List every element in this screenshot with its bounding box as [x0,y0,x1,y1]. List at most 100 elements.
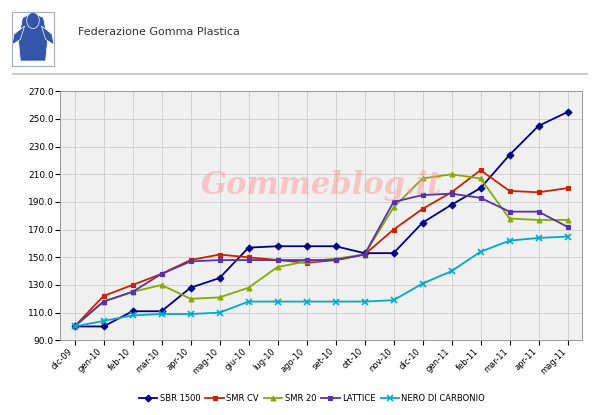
SMR 20 [332,256,339,261]
LATTICE [564,225,571,229]
LATTICE [477,195,484,200]
LATTICE [71,324,78,329]
NERO DI CARBONIO [332,299,339,304]
SBR 1500 [390,251,397,256]
LATTICE [390,200,397,205]
LATTICE [332,258,339,263]
SMR 20 [71,324,78,329]
LATTICE [216,258,223,263]
SBR 1500 [216,276,223,281]
SBR 1500 [303,244,310,249]
SMR CV [361,252,368,257]
LATTICE [158,271,165,276]
NERO DI CARBONIO [448,269,455,273]
LATTICE [303,258,310,263]
SMR 20 [564,217,571,222]
LATTICE [506,209,513,214]
NERO DI CARBONIO [419,281,426,286]
SBR 1500 [100,324,107,329]
SMR CV [100,293,107,298]
NERO DI CARBONIO [187,312,194,317]
NERO DI CARBONIO [216,310,223,315]
SMR CV [477,168,484,173]
SBR 1500 [158,309,165,314]
Text: Gommeblog.it: Gommeblog.it [200,171,442,201]
SMR CV [419,206,426,211]
SMR CV [245,255,252,260]
SMR 20 [129,289,136,294]
SBR 1500 [448,202,455,207]
NERO DI CARBONIO [506,238,513,243]
Line: SMR 20: SMR 20 [72,172,570,329]
NERO DI CARBONIO [535,235,542,240]
SBR 1500 [506,152,513,157]
SBR 1500 [477,186,484,190]
SBR 1500 [419,220,426,225]
LATTICE [361,252,368,257]
NERO DI CARBONIO [129,313,136,318]
SMR 20 [303,259,310,264]
Circle shape [27,12,40,29]
LATTICE [419,193,426,198]
SMR 20 [245,285,252,290]
SMR 20 [506,216,513,221]
Line: LATTICE: LATTICE [72,191,570,329]
SMR 20 [419,176,426,181]
LATTICE [448,191,455,196]
SMR CV [187,258,194,263]
Line: NERO DI CARBONIO: NERO DI CARBONIO [71,233,571,330]
SMR CV [535,190,542,195]
SBR 1500 [332,244,339,249]
SMR CV [274,258,281,263]
NERO DI CARBONIO [477,249,484,254]
Polygon shape [41,26,54,45]
NERO DI CARBONIO [100,318,107,323]
NERO DI CARBONIO [303,299,310,304]
NERO DI CARBONIO [390,298,397,303]
SMR CV [158,271,165,276]
NERO DI CARBONIO [158,312,165,317]
LATTICE [129,289,136,294]
SBR 1500 [71,324,78,329]
SMR CV [303,260,310,265]
SMR 20 [216,295,223,300]
SMR 20 [187,296,194,301]
LATTICE [245,258,252,263]
LATTICE [100,299,107,304]
SMR 20 [361,252,368,257]
SMR CV [390,227,397,232]
NERO DI CARBONIO [71,324,78,329]
Polygon shape [12,26,25,45]
LATTICE [274,258,281,263]
NERO DI CARBONIO [274,299,281,304]
SBR 1500 [187,285,194,290]
Polygon shape [19,12,48,61]
NERO DI CARBONIO [564,234,571,239]
NERO DI CARBONIO [361,299,368,304]
SBR 1500 [361,251,368,256]
SMR 20 [158,283,165,288]
SMR CV [506,188,513,193]
SMR CV [216,252,223,257]
SMR 20 [448,172,455,177]
SBR 1500 [245,245,252,250]
SMR CV [71,324,78,329]
Text: Federazione Gomma Plastica: Federazione Gomma Plastica [78,27,240,37]
SMR 20 [535,217,542,222]
SMR 20 [274,264,281,269]
LATTICE [535,209,542,214]
SBR 1500 [129,309,136,314]
Line: SBR 1500: SBR 1500 [72,110,570,329]
Line: SMR CV: SMR CV [72,168,570,329]
SBR 1500 [564,110,571,115]
SMR CV [129,283,136,288]
SBR 1500 [274,244,281,249]
SMR 20 [100,299,107,304]
SMR 20 [390,205,397,210]
SMR CV [332,258,339,263]
SMR 20 [477,176,484,181]
LATTICE [187,259,194,264]
SMR CV [448,190,455,195]
Legend: SBR 1500, SMR CV, SMR 20, LATTICE, NERO DI CARBONIO: SBR 1500, SMR CV, SMR 20, LATTICE, NERO … [136,391,488,407]
SBR 1500 [535,123,542,128]
